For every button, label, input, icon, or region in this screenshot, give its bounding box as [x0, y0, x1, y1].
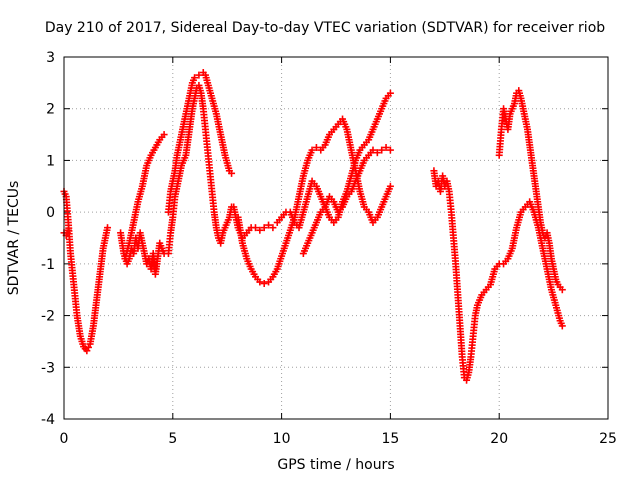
data-point: [269, 224, 277, 232]
data-point: [312, 144, 320, 151]
data-point: [251, 224, 259, 232]
y-tick-label: -2: [41, 309, 55, 325]
data-point: [195, 71, 203, 79]
y-tick-label: 2: [46, 102, 55, 118]
y-tick-label: -3: [41, 360, 55, 376]
y-tick-label: 1: [46, 153, 55, 169]
data-point: [256, 226, 264, 234]
data-point: [256, 278, 264, 286]
data-point: [382, 144, 390, 151]
data-point: [369, 146, 377, 154]
chart-title: Day 210 of 2017, Sidereal Day-to-day VTE…: [45, 20, 605, 36]
x-tick-label: 15: [381, 431, 399, 447]
data-point: [260, 224, 268, 232]
data-point: [104, 224, 112, 232]
data-point: [64, 226, 72, 234]
data-point: [265, 221, 273, 229]
data-point: [386, 146, 394, 154]
data-point: [386, 182, 394, 190]
data-point: [260, 280, 268, 288]
data-point: [378, 146, 386, 154]
data-points: [60, 69, 566, 384]
x-tick-label: 20: [490, 431, 508, 447]
plot-frame: [63, 56, 609, 420]
data-point: [386, 89, 394, 97]
data-point: [191, 74, 199, 82]
y-tick-label: 3: [46, 50, 55, 66]
data-point: [160, 131, 168, 139]
y-tick-label: 0: [46, 205, 55, 221]
x-tick-label: 25: [599, 431, 617, 447]
data-point: [558, 322, 566, 330]
y-tick-label: -4: [41, 412, 55, 428]
data-point: [228, 169, 236, 177]
data-point: [558, 286, 566, 294]
x-tick-label: 10: [273, 431, 291, 447]
x-axis-label: GPS time / hours: [277, 457, 394, 473]
y-axis-label: SDTVAR / TECUs: [6, 181, 22, 296]
x-tick-label: 5: [168, 431, 177, 447]
tick-labels: -4 -3 -2 -1 0 1 2 3 0 5 10 15 20 25: [41, 50, 617, 447]
data-point: [308, 146, 316, 154]
x-tick-label: 0: [60, 431, 69, 447]
y-tick-label: -1: [41, 257, 55, 273]
data-point: [373, 149, 381, 157]
